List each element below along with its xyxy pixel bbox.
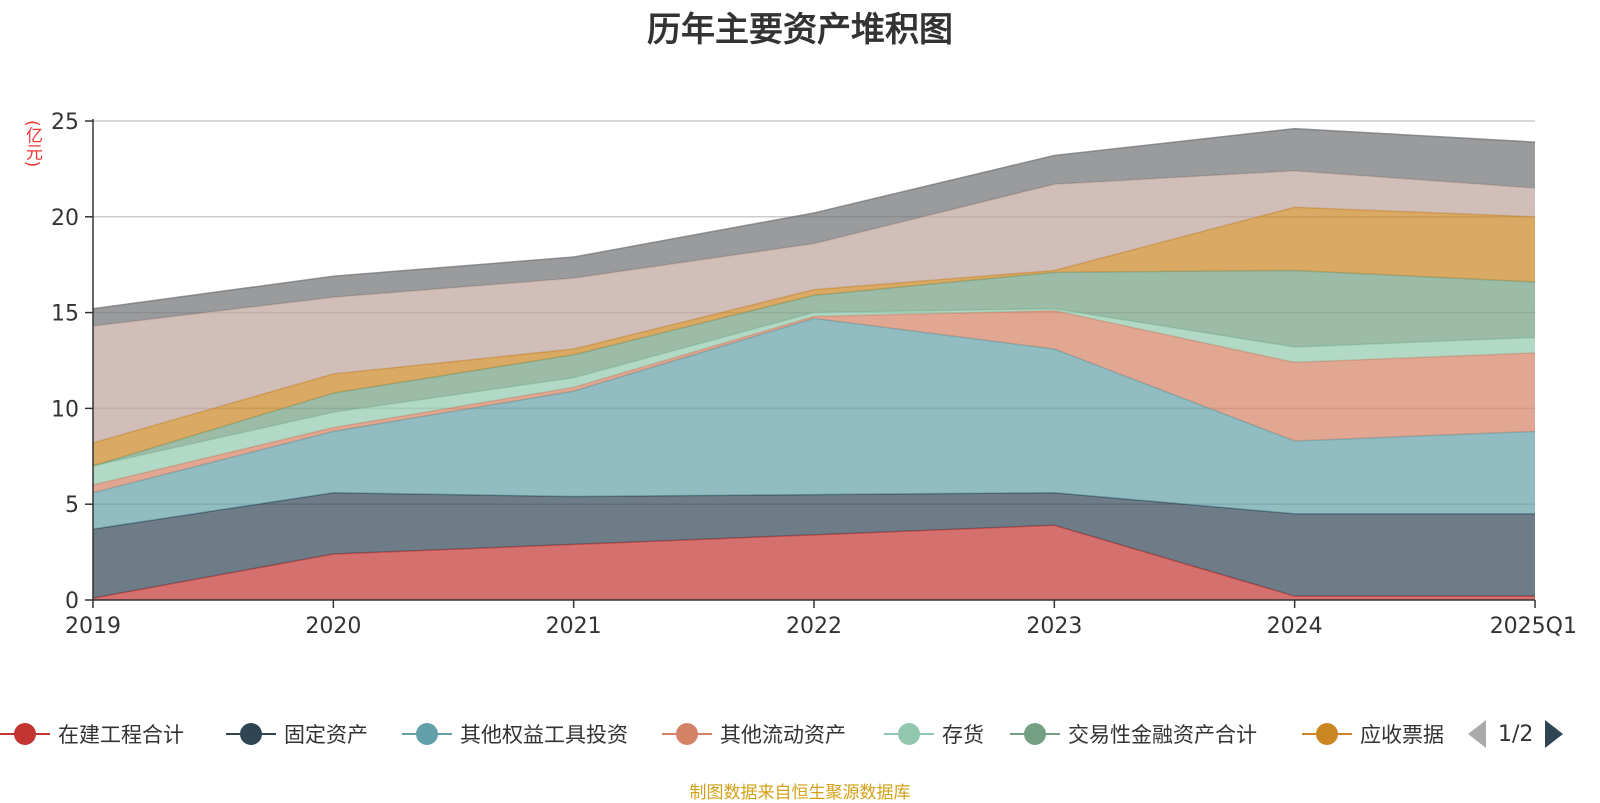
legend-item-5[interactable]: 交易性金融资产合计 xyxy=(1010,714,1257,754)
x-tick-label: 2021 xyxy=(546,614,602,639)
area-series-6 xyxy=(93,207,1535,466)
legend-item-2[interactable]: 其他权益工具投资 xyxy=(402,714,628,754)
y-tick-label: 15 xyxy=(51,302,79,327)
legend-dot-icon xyxy=(240,723,262,745)
data-source-note: 制图数据来自恒生聚源数据库 xyxy=(689,783,911,803)
area-series-1 xyxy=(93,492,1535,599)
x-tick-label: 2022 xyxy=(786,614,842,639)
legend-item-3[interactable]: 其他流动资产 xyxy=(662,714,846,754)
y-tick-label: 5 xyxy=(65,493,79,518)
y-tick-label: 20 xyxy=(51,206,79,231)
legend-item-4[interactable]: 存货 xyxy=(884,714,984,754)
legend-item-0[interactable]: 在建工程合计 xyxy=(0,714,184,754)
legend-dot-icon xyxy=(14,723,36,745)
tick-labels: 0 5 10 15 20 25 2019 2020 2021 2022 2023 2024 2025Q1 xyxy=(51,110,1577,639)
legend-label: 其他流动资产 xyxy=(720,723,846,747)
x-tick-label: 2025Q1 xyxy=(1490,614,1577,639)
x-tick-label: 2023 xyxy=(1026,614,1082,639)
area-series-8 xyxy=(93,128,1535,327)
x-tick-label: 2024 xyxy=(1267,614,1323,639)
legend-dot-icon xyxy=(1024,723,1046,745)
legend-dot-icon xyxy=(416,723,438,745)
legend-dot-icon xyxy=(676,723,698,745)
area-series-line-8 xyxy=(92,127,1536,310)
pager-next-icon[interactable] xyxy=(1545,720,1564,748)
pager-prev-icon[interactable] xyxy=(1468,720,1486,748)
area-series-0 xyxy=(93,525,1535,600)
y-tick-label: 0 xyxy=(65,589,79,614)
y-tick-label: 25 xyxy=(51,110,79,135)
legend-label: 固定资产 xyxy=(284,723,368,747)
y-tick-label: 10 xyxy=(51,397,79,422)
y-axis-unit: (亿元) xyxy=(22,120,42,168)
legend-dot-icon xyxy=(898,723,920,745)
chart-title: 历年主要资产堆积图 xyxy=(647,10,953,50)
x-tick-label: 2020 xyxy=(305,614,361,639)
x-tick-label: 2019 xyxy=(65,614,121,639)
legend-item-6[interactable]: 应收票据 xyxy=(1302,714,1444,754)
pager-page-text: 1/2 xyxy=(1498,721,1534,747)
legend-label: 其他权益工具投资 xyxy=(460,723,628,747)
area-series-5 xyxy=(93,270,1535,466)
axes xyxy=(85,119,1536,608)
area-series-2 xyxy=(93,318,1535,530)
area-series-7 xyxy=(93,170,1535,443)
legend-label: 在建工程合计 xyxy=(58,723,184,747)
area-series xyxy=(92,127,1536,600)
area-series-3 xyxy=(93,310,1535,493)
legend-pager: 1/2 xyxy=(1468,714,1564,754)
legend-label: 应收票据 xyxy=(1360,723,1444,747)
legend: 在建工程合计 固定资产 其他权益工具投资 其他流动资产 存货 交易性金融资产合计… xyxy=(0,714,1600,754)
legend-item-1[interactable]: 固定资产 xyxy=(226,714,368,754)
legend-label: 存货 xyxy=(942,723,984,747)
legend-label: 交易性金融资产合计 xyxy=(1068,723,1257,747)
legend-dot-icon xyxy=(1316,723,1338,745)
